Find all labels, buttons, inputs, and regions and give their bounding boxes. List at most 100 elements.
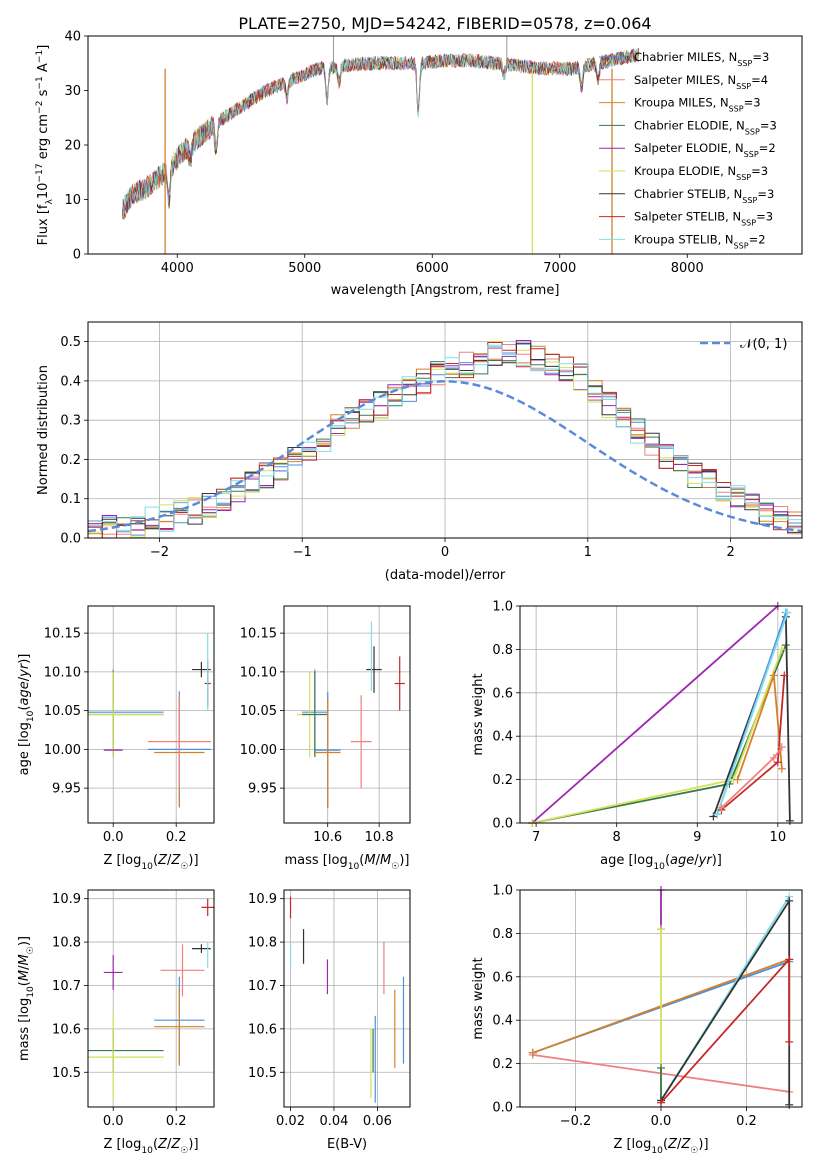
error-bar-point — [88, 671, 164, 758]
residual-histogram — [88, 344, 802, 532]
x-tick-label: 10.8 — [365, 830, 394, 845]
plot-frame — [283, 889, 411, 1108]
y-tick-label: 0.6 — [492, 686, 513, 701]
spectrum-line — [122, 48, 640, 215]
y-tick-label: 0 — [73, 248, 81, 263]
y-tick-label: 0.0 — [60, 532, 81, 547]
y-tick-label: 0.4 — [60, 374, 81, 389]
mass_weight_vs_Z-panel: −0.2 0.0 0.2 0.0 0.2 0.4 0.6 0.8 1.0 Z [log10(Z/Z… — [471, 884, 803, 1156]
x-axis-label: E(B-V) — [327, 1137, 367, 1152]
x-axis-label: Z [log10(Z/Z☉)] — [613, 1137, 708, 1156]
mass_weight_vs_Z-plot — [528, 886, 794, 1109]
legend-label: Salpeter ELODIE, NSSP=2 — [634, 141, 776, 159]
x-axis-label: Z [log10(Z/Z☉)] — [103, 1137, 198, 1156]
y-tick-label: 10.15 — [44, 627, 81, 642]
mass_vs_ebv-plot — [289, 896, 405, 1103]
x-tick-label: 4000 — [161, 261, 194, 276]
y-tick-label: 10.9 — [52, 892, 81, 907]
plot-frame — [283, 605, 411, 824]
spectrum-panel: 4000 5000 6000 7000 8000 0 10 20 30 40 PLATE=2750,… — [35, 14, 803, 298]
x-tick-label: 0.04 — [319, 1114, 348, 1129]
y-tick-label: 1.0 — [492, 600, 513, 615]
x-tick-label: −0.2 — [560, 1114, 592, 1129]
y-tick-label: 10.15 — [240, 627, 277, 642]
y-axis-label: age [log10(age/yr)] — [17, 654, 36, 776]
y-tick-label: 20 — [64, 139, 81, 154]
y-tick-label: 10.10 — [240, 665, 277, 680]
age_vs_mass-panel: 10.6 10.8 9.95 10.00 10.05 10.10 10.15 mass [lo… — [240, 605, 411, 872]
x-tick-label: 0.06 — [363, 1114, 392, 1129]
legend-label: Kroupa MILES, NSSP=3 — [634, 96, 761, 114]
y-tick-label: 0.2 — [60, 453, 81, 468]
y-tick-label: 10.05 — [240, 704, 277, 719]
y-tick-label: 0.6 — [492, 970, 513, 985]
y-tick-label: 30 — [64, 84, 81, 99]
error-bar-point — [103, 955, 123, 990]
x-tick-label: 0.0 — [103, 1114, 124, 1129]
y-tick-label: 0.0 — [492, 1101, 513, 1116]
y-axis-label: Flux [fλ10−17 erg cm−2 s−1 A−1] — [35, 45, 55, 246]
mass-weight-line — [716, 612, 789, 815]
residuals-plot — [88, 340, 802, 538]
y-tick-label: 0.0 — [492, 817, 513, 832]
mass_weight_vs_age-panel: 7 8 9 10 0.0 0.2 0.4 0.6 0.8 1.0 age [log10(age/yr… — [471, 600, 803, 872]
error-bar-point — [314, 698, 341, 807]
plot-frame — [87, 889, 215, 1108]
gaussian-curve — [88, 380, 802, 533]
y-tick-label: 10.5 — [248, 1066, 277, 1081]
legend-label: Salpeter STELIB, NSSP=3 — [634, 210, 773, 228]
age_vs_mass-plot — [296, 621, 405, 809]
y-tick-label: 0.8 — [492, 643, 513, 658]
error-bar-point — [302, 671, 328, 758]
mass-weight-line — [660, 897, 791, 1105]
x-tick-label: 0.0 — [651, 1114, 672, 1129]
legend-label: Chabrier MILES, NSSP=3 — [634, 50, 769, 68]
y-tick-label: 10.9 — [248, 892, 277, 907]
y-tick-label: 10.00 — [240, 743, 277, 758]
x-tick-label: −2 — [150, 545, 169, 560]
error-bar-point — [366, 646, 382, 693]
legend-label: Kroupa STELIB, NSSP=2 — [634, 232, 766, 250]
y-tick-label: 10.00 — [44, 743, 81, 758]
y-tick-label: 0.5 — [60, 335, 81, 350]
y-tick-label: 10.8 — [52, 936, 81, 951]
error-bar-point — [201, 898, 214, 917]
x-tick-label: 7 — [532, 830, 540, 845]
y-tick-label: 0.2 — [492, 773, 513, 788]
mass_vs_Z-panel: 0.0 0.2 10.5 10.6 10.7 10.8 10.9 Z [log10(Z/Z☉)… — [17, 889, 215, 1156]
mass-weight-line — [531, 605, 779, 824]
legend-label: Chabrier STELIB, NSSP=3 — [634, 187, 774, 205]
x-tick-label: 5000 — [288, 261, 321, 276]
error-bar-point — [88, 1013, 164, 1101]
x-tick-label: 6000 — [416, 261, 449, 276]
x-axis-label: mass [log10(M/M☉)] — [285, 853, 410, 872]
y-tick-label: 10.05 — [44, 704, 81, 719]
y-tick-label: 10.6 — [248, 1022, 277, 1037]
chart-title: PLATE=2750, MJD=54242, FIBERID=0578, z=0… — [238, 14, 651, 33]
age_vs_Z-plot — [88, 633, 211, 808]
legend-label: Salpeter MILES, NSSP=4 — [634, 73, 768, 91]
y-tick-label: 10.7 — [52, 979, 81, 994]
mass_weight_vs_age-plot — [528, 602, 794, 827]
y-tick-label: 9.95 — [52, 782, 81, 797]
mass_vs_Z-plot — [88, 898, 214, 1101]
y-tick-label: 0.8 — [492, 927, 513, 942]
x-axis-label: Z [log10(Z/Z☉)] — [103, 853, 198, 872]
residuals-panel: −2 −1 0 1 2 0.0 0.1 0.2 0.3 0.4 0.5 (data-model)/er… — [36, 321, 803, 583]
x-tick-label: 0.2 — [736, 1114, 757, 1129]
x-tick-label: 0.0 — [103, 830, 124, 845]
y-axis-label: mass weight — [471, 957, 486, 1039]
error-bar-point — [160, 944, 205, 997]
x-tick-label: 10 — [770, 830, 787, 845]
y-tick-label: 0.4 — [492, 730, 513, 745]
error-bar-point — [350, 695, 372, 789]
error-bar-point — [147, 695, 211, 789]
y-tick-label: 1.0 — [492, 884, 513, 899]
x-tick-label: 9 — [693, 830, 701, 845]
y-tick-label: 10 — [64, 193, 81, 208]
legend-label: 𝒩(0, 1) — [740, 337, 787, 352]
y-tick-label: 10.7 — [248, 979, 277, 994]
error-bar-point — [154, 987, 205, 1066]
age_vs_Z-panel: 0.0 0.2 9.95 10.00 10.05 10.10 10.15 Z [log10(Z… — [17, 605, 215, 872]
x-tick-label: 8000 — [671, 261, 704, 276]
